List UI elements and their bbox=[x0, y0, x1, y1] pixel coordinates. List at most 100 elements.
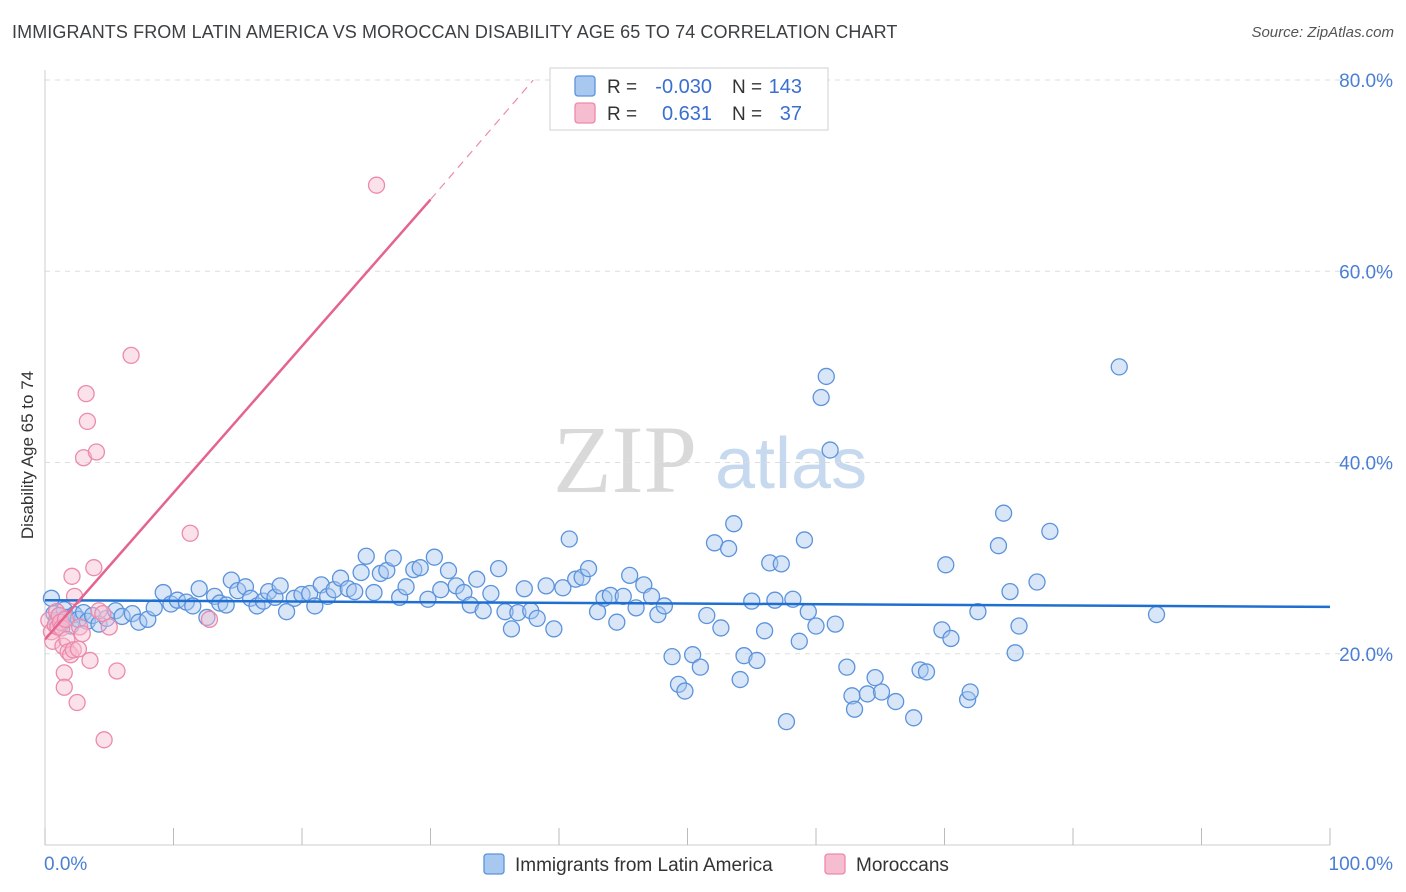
point-latin-america bbox=[766, 591, 784, 609]
point-latin-america bbox=[735, 647, 753, 665]
point-moroccan bbox=[81, 651, 99, 670]
point-latin-america bbox=[772, 555, 790, 573]
point-moroccan bbox=[55, 664, 73, 682]
y-tick-label: 20.0% bbox=[1339, 645, 1393, 666]
series-moroccans-points bbox=[40, 176, 386, 749]
point-latin-america bbox=[432, 581, 450, 599]
point-latin-america bbox=[663, 647, 681, 666]
stats-n-value-pink: 37 bbox=[780, 103, 802, 125]
point-latin-america bbox=[969, 603, 987, 621]
stats-n-label-blue: N = bbox=[732, 77, 762, 98]
point-latin-america bbox=[198, 608, 216, 627]
point-latin-america bbox=[821, 441, 839, 459]
point-latin-america bbox=[866, 669, 884, 687]
point-moroccan bbox=[122, 346, 140, 365]
legend-label-moroccans: Moroccans bbox=[856, 855, 949, 876]
y-axis-title: Disability Age 65 to 74 bbox=[18, 371, 37, 539]
point-latin-america bbox=[790, 632, 808, 650]
point-latin-america bbox=[411, 559, 429, 577]
point-latin-america bbox=[528, 609, 546, 628]
point-latin-america bbox=[560, 530, 578, 548]
point-latin-america bbox=[439, 561, 458, 580]
point-moroccan bbox=[181, 524, 199, 542]
point-latin-america bbox=[725, 515, 743, 533]
point-moroccan bbox=[78, 412, 97, 431]
point-latin-america bbox=[554, 579, 572, 597]
point-latin-america bbox=[537, 577, 555, 595]
point-latin-america bbox=[1006, 644, 1024, 662]
point-moroccan bbox=[55, 678, 73, 696]
point-latin-america bbox=[1001, 582, 1019, 601]
point-latin-america bbox=[474, 602, 492, 620]
stats-n-label-pink: N = bbox=[732, 104, 762, 125]
point-moroccan bbox=[200, 610, 219, 628]
point-latin-america bbox=[719, 539, 738, 558]
point-latin-america bbox=[145, 599, 163, 617]
stats-legend-box bbox=[549, 67, 829, 131]
point-latin-america bbox=[994, 504, 1013, 522]
point-latin-america bbox=[817, 367, 835, 386]
point-latin-america bbox=[1010, 617, 1028, 635]
point-moroccan bbox=[87, 443, 106, 461]
point-moroccan bbox=[85, 559, 103, 577]
point-latin-america bbox=[468, 570, 486, 588]
trend-line-latin-america bbox=[44, 598, 1331, 609]
stats-swatch-blue bbox=[574, 75, 596, 97]
point-moroccan bbox=[108, 662, 126, 680]
point-latin-america bbox=[1147, 605, 1166, 624]
legend-swatch-latin-america bbox=[483, 853, 505, 875]
source-label: Source: ZipAtlas.com bbox=[1251, 24, 1394, 41]
y-tick-label: 40.0% bbox=[1339, 454, 1393, 475]
point-latin-america bbox=[271, 577, 289, 595]
point-latin-america bbox=[755, 622, 774, 640]
point-moroccan bbox=[68, 693, 86, 712]
stats-r-value-pink: 0.631 bbox=[662, 103, 712, 125]
point-latin-america bbox=[748, 651, 766, 670]
point-latin-america bbox=[545, 620, 563, 638]
point-latin-america bbox=[872, 683, 891, 701]
watermark: ZIP atlas bbox=[553, 406, 867, 513]
x-tick-label-max: 100.0% bbox=[1329, 854, 1394, 875]
x-axis-ticks bbox=[44, 828, 1331, 845]
point-latin-america bbox=[712, 619, 730, 637]
point-moroccan bbox=[95, 731, 113, 749]
gridlines bbox=[45, 79, 1393, 655]
point-latin-america bbox=[482, 584, 500, 603]
legend-swatch-moroccans bbox=[824, 853, 846, 875]
point-latin-america bbox=[397, 578, 415, 596]
point-latin-america bbox=[608, 613, 626, 631]
y-axis-tick-labels: 20.0% 40.0% 60.0% 80.0% bbox=[1339, 71, 1393, 666]
y-tick-label: 60.0% bbox=[1339, 262, 1393, 283]
point-latin-america bbox=[838, 658, 856, 676]
point-latin-america bbox=[384, 549, 402, 567]
point-latin-america bbox=[319, 587, 337, 606]
point-latin-america bbox=[365, 583, 383, 602]
point-latin-america bbox=[961, 683, 979, 701]
point-latin-america bbox=[655, 597, 674, 615]
point-latin-america bbox=[676, 682, 694, 700]
point-latin-america bbox=[698, 606, 716, 625]
point-latin-america bbox=[567, 570, 585, 588]
legend-label-latin-america: Immigrants from Latin America bbox=[515, 855, 773, 876]
point-latin-america bbox=[989, 537, 1008, 555]
point-latin-america bbox=[812, 388, 830, 407]
trend-line-moroccans bbox=[44, 198, 432, 641]
point-latin-america bbox=[777, 712, 796, 731]
series-legend: Immigrants from Latin America Moroccans bbox=[483, 853, 949, 876]
point-latin-america bbox=[425, 548, 444, 566]
point-latin-america bbox=[691, 658, 709, 676]
watermark-atlas: atlas bbox=[715, 424, 867, 504]
point-moroccan bbox=[73, 625, 91, 643]
point-moroccan bbox=[100, 618, 118, 636]
point-moroccan bbox=[65, 587, 84, 606]
point-latin-america bbox=[489, 559, 508, 578]
point-moroccan bbox=[367, 176, 386, 194]
point-latin-america bbox=[502, 620, 521, 638]
point-latin-america bbox=[942, 629, 960, 648]
chart-title: IMMIGRANTS FROM LATIN AMERICA VS MOROCCA… bbox=[12, 22, 898, 42]
point-moroccan bbox=[63, 567, 81, 585]
stats-swatch-pink bbox=[574, 102, 596, 124]
point-latin-america bbox=[1110, 358, 1128, 376]
point-latin-america bbox=[858, 685, 877, 703]
